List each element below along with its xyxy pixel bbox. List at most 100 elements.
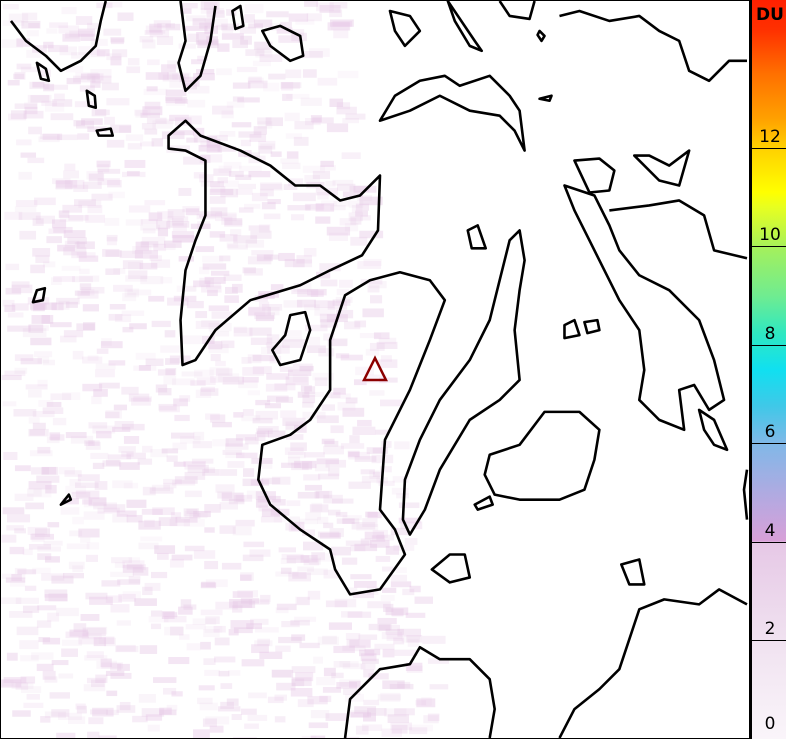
so2-pixel <box>328 509 341 516</box>
so2-pixel <box>13 409 37 417</box>
so2-pixel <box>28 428 49 437</box>
so2-pixel <box>342 191 363 198</box>
so2-pixel <box>244 4 264 14</box>
so2-pixel <box>249 134 267 142</box>
so2-pixel <box>149 487 174 494</box>
so2-pixel <box>323 522 334 529</box>
so2-pixel <box>50 393 72 401</box>
so2-pixel <box>260 594 272 603</box>
so2-pixel <box>332 21 352 27</box>
so2-pixel <box>256 254 273 262</box>
so2-pixel <box>205 716 230 725</box>
so2-pixel <box>258 426 279 432</box>
so2-pixel <box>108 360 126 366</box>
so2-pixel <box>32 567 51 574</box>
so2-pixel <box>221 33 244 40</box>
so2-pixel <box>83 498 107 508</box>
so2-pixel <box>296 299 316 308</box>
so2-pixel <box>251 644 269 654</box>
so2-pixel <box>125 275 147 282</box>
so2-pixel <box>312 170 331 179</box>
so2-pixel <box>62 204 83 213</box>
so2-pixel <box>73 120 86 127</box>
so2-pixel <box>341 557 358 565</box>
so2-pixel <box>133 365 157 371</box>
so2-pixel <box>333 645 355 654</box>
so2-pixel <box>240 35 252 45</box>
so2-pixel <box>145 358 164 366</box>
so2-pixel <box>363 669 375 678</box>
so2-pixel <box>169 518 190 527</box>
so2-pixel <box>125 134 144 141</box>
so2-pixel <box>229 599 253 608</box>
so2-pixel <box>103 637 116 647</box>
so2-pixel <box>97 168 121 174</box>
so2-pixel <box>275 571 299 577</box>
so2-pixel <box>253 19 273 28</box>
so2-pixel <box>202 469 220 476</box>
so2-pixel <box>37 546 61 552</box>
so2-pixel <box>209 188 234 196</box>
so2-pixel <box>158 517 178 527</box>
so2-pixel <box>98 735 117 738</box>
so2-pixel <box>30 264 45 274</box>
so2-pixel <box>105 709 119 716</box>
so2-pixel <box>231 122 252 128</box>
so2-pixel <box>406 635 423 643</box>
so2-pixel <box>165 97 186 106</box>
so2-pixel <box>379 377 398 383</box>
so2-pixel <box>292 192 316 202</box>
so2-pixel <box>287 456 301 466</box>
so2-pixel <box>98 636 115 645</box>
so2-pixel <box>405 662 423 672</box>
so2-pixel <box>169 355 191 364</box>
so2-pixel <box>184 511 208 519</box>
so2-pixel <box>261 202 276 210</box>
so2-pixel <box>281 620 300 628</box>
so2-pixel <box>217 491 233 499</box>
so2-pixel <box>86 626 108 635</box>
so2-pixel <box>205 413 220 420</box>
so2-pixel <box>409 724 433 732</box>
so2-pixel <box>52 417 67 426</box>
so2-pixel <box>350 574 372 580</box>
so2-pixel <box>144 30 163 36</box>
so2-pixel <box>181 371 203 377</box>
so2-pixel <box>369 342 385 351</box>
coastline-south <box>343 645 496 738</box>
so2-pixel <box>9 546 25 555</box>
so2-pixel <box>247 77 264 84</box>
so2-pixel <box>158 388 172 396</box>
so2-pixel <box>183 519 205 527</box>
so2-pixel <box>173 398 188 407</box>
so2-pixel <box>389 683 414 690</box>
so2-pixel <box>310 735 326 738</box>
so2-pixel <box>195 311 208 319</box>
so2-pixel <box>245 239 265 248</box>
so2-pixel <box>201 386 215 392</box>
so2-pixel <box>252 60 271 67</box>
so2-pixel <box>367 601 391 609</box>
so2-pixel <box>3 4 19 10</box>
so2-pixel <box>314 307 335 316</box>
colorbar-tick <box>752 246 786 248</box>
so2-pixel <box>339 279 353 288</box>
so2-pixel <box>228 629 239 636</box>
so2-pixel <box>307 696 328 705</box>
so2-pixel <box>171 691 183 697</box>
so2-pixel <box>111 557 133 564</box>
so2-pixel <box>116 510 137 517</box>
so2-pixel <box>299 518 318 525</box>
so2-pixel <box>146 86 158 92</box>
island <box>388 9 422 48</box>
so2-pixel <box>350 544 366 552</box>
so2-pixel <box>225 443 249 450</box>
so2-pixel <box>354 456 377 462</box>
so2-pixel <box>82 627 106 637</box>
so2-pixel <box>297 699 314 708</box>
so2-pixel <box>285 522 297 531</box>
so2-pixel <box>284 447 304 455</box>
so2-pixel <box>36 620 52 628</box>
so2-pixel <box>254 41 273 51</box>
so2-pixel <box>101 580 121 587</box>
